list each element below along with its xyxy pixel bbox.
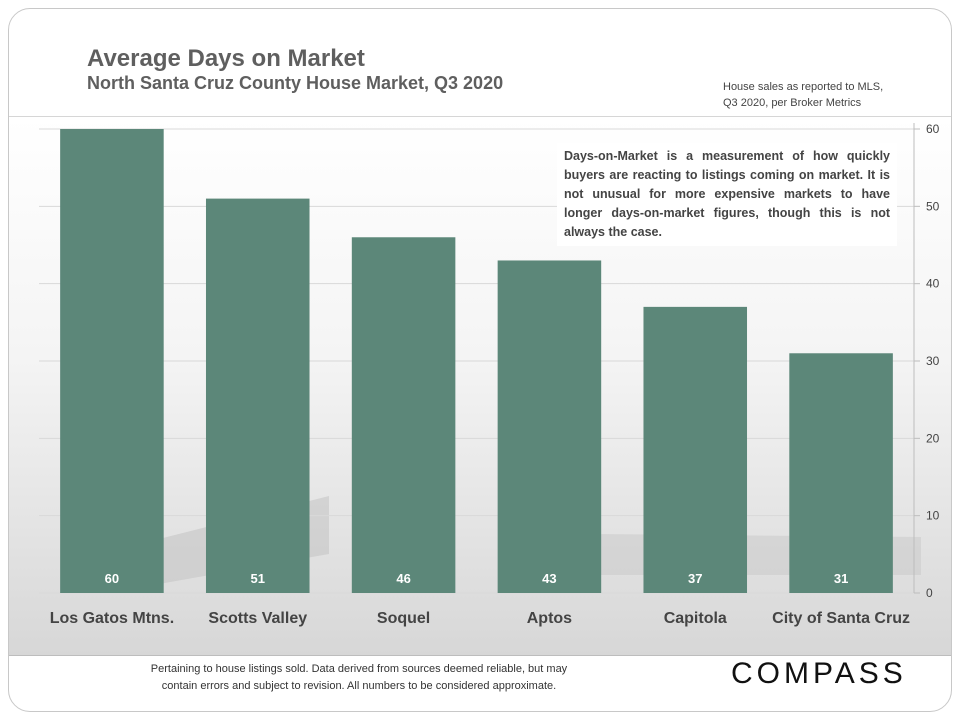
x-tick-label-3: Soquel xyxy=(377,610,430,627)
x-tick-label-6: City of Santa Cruz xyxy=(772,610,910,627)
x-tick-label-4: Aptos xyxy=(527,610,572,627)
chart-title: Average Days on Market xyxy=(87,45,365,72)
y-tick-label-0: 0 xyxy=(926,586,933,600)
y-tick-label-30: 30 xyxy=(926,354,940,368)
y-tick-label-50: 50 xyxy=(926,199,940,213)
x-tick-label-5: Capitola xyxy=(664,610,727,627)
source-note-line-1: House sales as reported to MLS, xyxy=(723,81,884,93)
footer-line-1: Pertaining to house listings sold. Data … xyxy=(150,663,568,675)
bar-3 xyxy=(351,237,456,593)
y-tick-label-10: 10 xyxy=(926,509,940,523)
bar-4 xyxy=(497,260,602,593)
y-tick-label-20: 20 xyxy=(926,431,940,445)
data-label-6: 31 xyxy=(834,571,848,586)
bar-chart: 0 10 20 30 40 50 60 60 Los Gatos Mtns. 51 Scotts V… xyxy=(39,122,940,627)
chart-subtitle: North Santa Cruz County House Market, Q3… xyxy=(87,73,504,93)
bar-6 xyxy=(789,353,893,593)
chart-frame: Average Days on Market North Santa Cruz … xyxy=(8,8,952,712)
bar-5 xyxy=(643,306,748,593)
data-label-3: 46 xyxy=(396,571,410,586)
footer-disclaimer: Pertaining to house listings sold. Data … xyxy=(109,661,609,695)
bar-1 xyxy=(60,129,164,593)
compass-logo: COMPASS xyxy=(731,657,907,690)
x-tick-label-1: Los Gatos Mtns. xyxy=(50,610,174,627)
source-note-line-2: Q3 2020, per Broker Metrics xyxy=(723,97,862,109)
data-label-1: 60 xyxy=(105,571,119,586)
source-note: House sales as reported to MLS, Q3 2020,… xyxy=(723,79,883,111)
data-label-4: 43 xyxy=(542,571,556,586)
annotation-box: Days-on-Market is a measurement of how q… xyxy=(557,143,897,246)
data-label-5: 37 xyxy=(688,571,702,586)
y-tick-label-40: 40 xyxy=(926,277,940,291)
footer-line-2: contain errors and subject to revision. … xyxy=(161,680,557,692)
y-tick-label-60: 60 xyxy=(926,122,940,136)
bar-2 xyxy=(205,198,310,593)
data-label-2: 51 xyxy=(251,571,265,586)
x-tick-label-2: Scotts Valley xyxy=(208,610,307,627)
